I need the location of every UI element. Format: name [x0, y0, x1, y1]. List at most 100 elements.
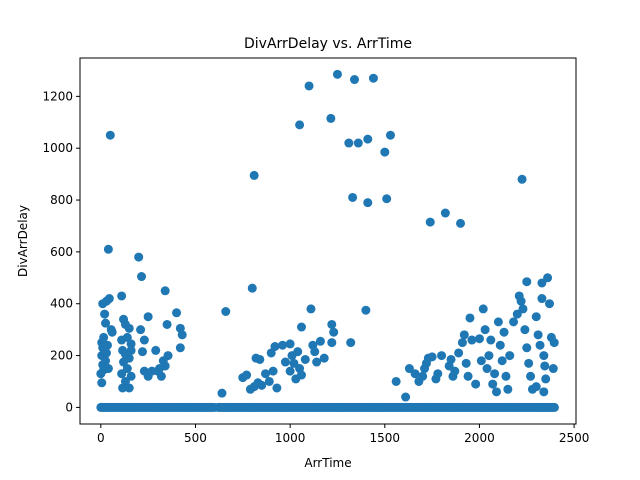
data-point: [518, 304, 528, 314]
data-point: [156, 371, 166, 381]
data-point: [382, 194, 392, 204]
data-point: [401, 392, 411, 402]
data-point: [493, 317, 503, 327]
data-point: [280, 357, 290, 367]
data-point: [461, 358, 471, 368]
data-point: [454, 348, 464, 358]
data-point: [295, 120, 305, 130]
data-point: [539, 351, 549, 361]
data-point: [484, 351, 494, 361]
data-point: [304, 81, 314, 91]
data-point: [312, 357, 322, 367]
data-point: [162, 319, 172, 329]
data-point: [463, 371, 473, 381]
data-point: [509, 317, 519, 327]
data-point: [315, 336, 325, 346]
data-point: [486, 335, 496, 345]
x-tick-label: 500: [184, 431, 207, 445]
data-point: [501, 371, 511, 381]
x-tick-label: 1500: [370, 431, 401, 445]
data-point: [310, 347, 320, 357]
data-point: [151, 345, 161, 355]
data-point: [497, 356, 507, 366]
data-point: [346, 338, 356, 348]
data-point: [503, 384, 513, 394]
x-tick-label: 0: [97, 431, 105, 445]
data-point: [124, 323, 134, 333]
data-point: [101, 318, 111, 328]
data-point: [478, 304, 488, 314]
data-point: [118, 383, 128, 393]
data-point: [344, 138, 354, 148]
data-point: [319, 353, 329, 363]
data-point: [456, 218, 466, 228]
data-point: [272, 383, 282, 393]
data-point: [126, 371, 136, 381]
data-point: [329, 327, 339, 337]
data-point: [177, 330, 187, 340]
data-point: [457, 338, 467, 348]
data-point: [117, 291, 127, 301]
data-point: [363, 198, 373, 208]
data-point: [531, 382, 541, 392]
data-point: [122, 364, 132, 374]
data-point: [537, 294, 547, 304]
data-point: [480, 325, 490, 335]
x-tick-label: 1000: [275, 431, 306, 445]
data-point: [268, 366, 278, 376]
data-point: [531, 312, 541, 322]
x-tick-label: 2500: [559, 431, 590, 445]
data-point: [289, 358, 299, 368]
data-point: [526, 371, 536, 381]
data-point: [126, 345, 136, 355]
data-point: [440, 208, 450, 218]
data-point: [391, 376, 401, 386]
y-tick-label: 1200: [42, 89, 73, 103]
data-point: [245, 384, 255, 394]
data-point: [155, 364, 165, 374]
data-point: [264, 376, 274, 386]
data-point: [465, 313, 475, 323]
y-tick-label: 400: [50, 297, 73, 311]
y-tick-label: 200: [50, 349, 73, 363]
data-point: [539, 387, 549, 397]
data-point: [257, 380, 267, 390]
data-point: [134, 252, 144, 262]
data-point: [126, 339, 136, 349]
data-point: [410, 369, 420, 379]
data-point: [104, 294, 114, 304]
data-point: [522, 277, 532, 287]
data-point: [249, 170, 259, 180]
data-point: [119, 357, 129, 367]
data-point: [100, 309, 110, 319]
y-tick-label: 600: [50, 245, 73, 259]
data-point: [488, 379, 498, 389]
data-point: [122, 332, 132, 342]
x-axis-ticks: 0 500 1000 1500 2000 2500: [97, 424, 589, 445]
data-point: [137, 272, 147, 282]
data-point: [97, 378, 107, 388]
data-point: [99, 332, 109, 342]
data-point: [106, 325, 116, 335]
data-point: [102, 340, 112, 350]
data-point: [482, 364, 492, 374]
chart-title: DivArrDelay vs. ArrTime: [244, 36, 412, 52]
data-point: [101, 356, 111, 366]
data-point: [361, 305, 371, 315]
y-axis-label: DivArrDelay: [16, 205, 30, 277]
x-axis-label: ArrTime: [304, 456, 351, 470]
data-point: [175, 343, 185, 353]
data-point: [124, 383, 134, 393]
data-point: [217, 388, 227, 398]
data-point: [520, 325, 530, 335]
data-point: [300, 354, 310, 364]
data-point: [160, 286, 170, 296]
data-point: [491, 387, 501, 397]
data-point: [471, 379, 481, 389]
data-point: [247, 283, 257, 293]
data-point: [541, 374, 551, 384]
data-point: [437, 351, 447, 361]
data-point: [285, 339, 295, 349]
data-point: [522, 343, 532, 353]
